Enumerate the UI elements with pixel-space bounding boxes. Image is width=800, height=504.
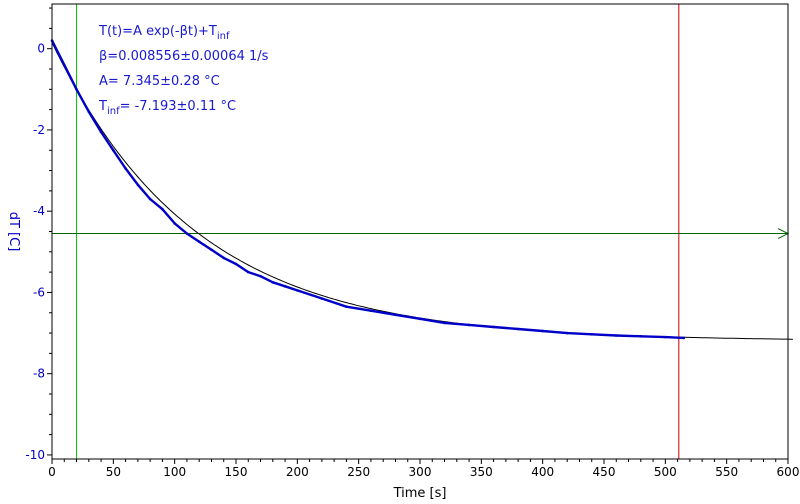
data-point [418,317,422,321]
x-tick-label: 350 [470,465,493,479]
data-point [197,240,201,243]
y-tick-label: -8 [33,367,45,381]
data-point [467,323,471,327]
data-point [682,336,686,340]
data-point [394,313,397,317]
y-tick-label: -10 [25,448,45,462]
y-axis-label: dT [C] [6,212,21,252]
data-point [283,285,287,288]
data-point [75,88,78,91]
data-point [443,321,446,325]
data-point [541,329,544,333]
data-point [296,289,299,292]
fit-annotation: A= 7.345±0.28 °C [99,74,220,89]
data-point [565,331,569,335]
data-point [185,232,189,235]
data-point [492,325,495,329]
x-tick-label: 550 [715,465,738,479]
data-point [136,183,140,187]
data-point [161,207,164,211]
x-tick-label: 500 [654,465,677,479]
data-point [222,256,226,260]
data-point [99,130,103,134]
x-tick-label: 150 [225,465,248,479]
data-point [173,222,176,225]
y-tick-label: -4 [33,204,45,218]
data-point [271,280,275,284]
fit-annotation: β=0.008556±0.00064 1/s [99,49,269,64]
x-tick-label: 300 [409,465,432,479]
data-point [234,262,238,266]
data-point [345,305,348,308]
x-tick-label: 50 [106,465,121,479]
fit-annotation: T(t)=A exp(-βt)+Tinf [98,24,230,42]
y-tick-label: -6 [33,285,45,299]
x-tick-label: 450 [593,465,616,479]
data-point [639,335,643,338]
data-point [590,332,594,336]
data-point [112,148,115,152]
y-tick-label: 0 [37,42,45,56]
plot-frame [51,3,789,460]
x-tick-label: 250 [347,465,370,479]
data-point [259,274,262,278]
data-point [124,167,127,170]
data-point [614,334,618,337]
data-point [516,327,520,331]
fit-annotation: Tinf= -7.193±0.11 °C [98,99,236,117]
x-tick-label: 400 [531,465,554,479]
data-point [369,309,373,313]
y-tick-label: -2 [33,123,45,137]
x-tick-label: 200 [286,465,309,479]
data-point [62,63,66,67]
data-point [246,270,250,274]
x-tick-label: 100 [163,465,186,479]
data-point [87,110,91,113]
data-point [148,197,152,201]
x-axis-label: Time [s] [393,486,447,501]
data-point [210,248,213,252]
data-point [320,297,324,300]
x-tick-label: 600 [777,465,800,479]
data-point [664,335,667,339]
x-tick-label: 0 [48,465,56,479]
